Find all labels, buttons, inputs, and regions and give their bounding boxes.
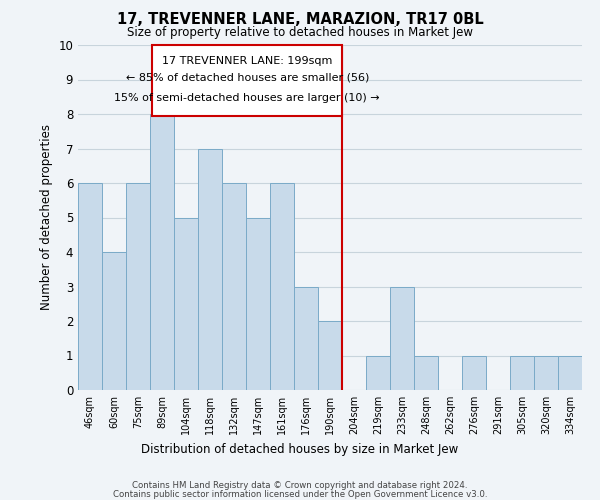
Y-axis label: Number of detached properties: Number of detached properties	[40, 124, 53, 310]
FancyBboxPatch shape	[152, 45, 342, 116]
Bar	[318, 321, 342, 390]
Bar	[198, 148, 222, 390]
Bar	[510, 356, 534, 390]
Bar	[390, 286, 414, 390]
Bar	[222, 183, 246, 390]
Bar	[558, 356, 582, 390]
Bar	[366, 356, 390, 390]
Bar	[462, 356, 486, 390]
Text: Contains HM Land Registry data © Crown copyright and database right 2024.: Contains HM Land Registry data © Crown c…	[132, 481, 468, 490]
Bar	[414, 356, 438, 390]
Text: Size of property relative to detached houses in Market Jew: Size of property relative to detached ho…	[127, 26, 473, 39]
Bar	[78, 183, 102, 390]
Text: 17 TREVENNER LANE: 199sqm: 17 TREVENNER LANE: 199sqm	[162, 56, 332, 66]
Bar	[126, 183, 150, 390]
Text: 17, TREVENNER LANE, MARAZION, TR17 0BL: 17, TREVENNER LANE, MARAZION, TR17 0BL	[116, 12, 484, 28]
Text: Distribution of detached houses by size in Market Jew: Distribution of detached houses by size …	[142, 442, 458, 456]
Bar	[294, 286, 318, 390]
Bar	[150, 114, 174, 390]
Text: Contains public sector information licensed under the Open Government Licence v3: Contains public sector information licen…	[113, 490, 487, 499]
Text: 15% of semi-detached houses are larger (10) →: 15% of semi-detached houses are larger (…	[115, 94, 380, 104]
Bar	[534, 356, 558, 390]
Bar	[246, 218, 270, 390]
Bar	[174, 218, 198, 390]
Bar	[102, 252, 126, 390]
Bar	[270, 183, 294, 390]
Text: ← 85% of detached houses are smaller (56): ← 85% of detached houses are smaller (56…	[125, 73, 369, 83]
